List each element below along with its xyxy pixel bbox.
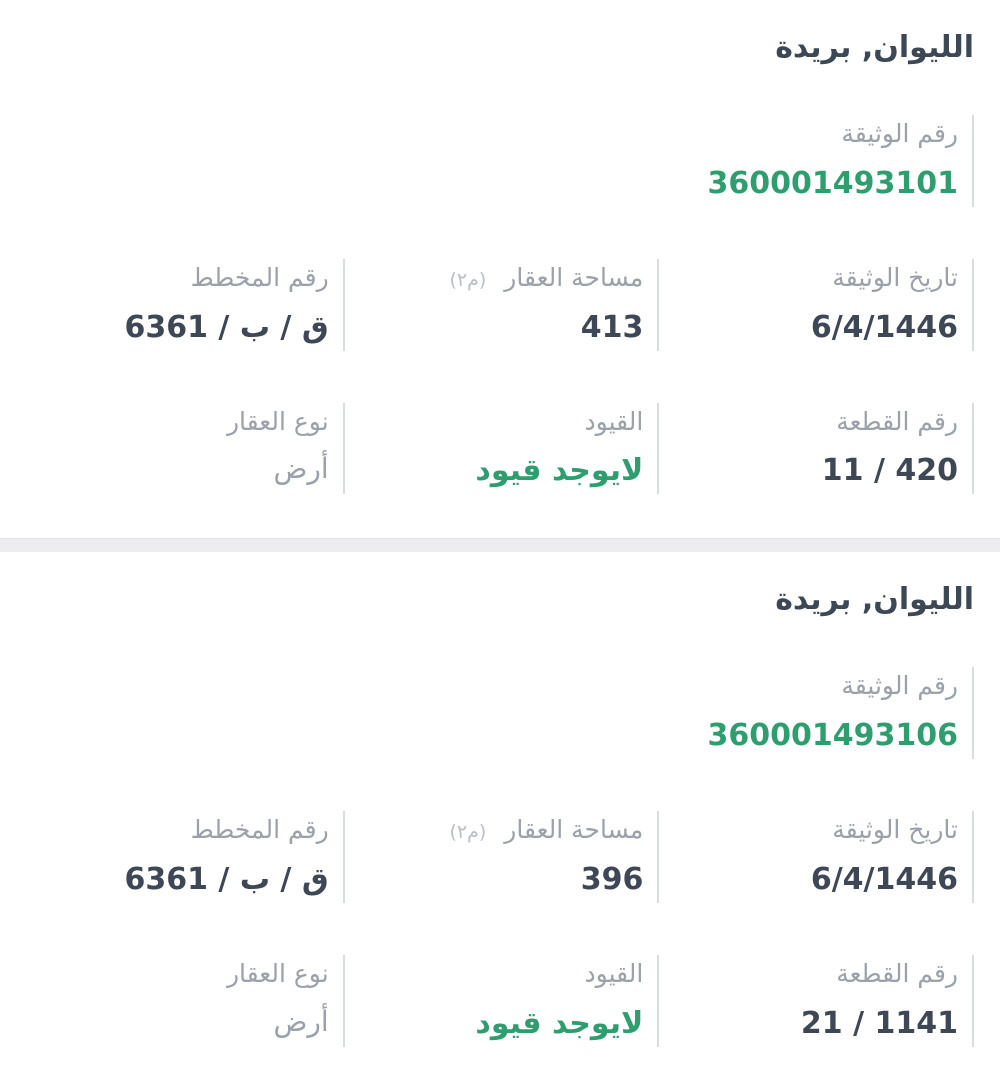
restrictions-value: لايوجد قيود bbox=[475, 453, 644, 489]
deed-details-row-2: رقم القطعة 420 / 11 القيود لايوجد قيود ن… bbox=[30, 402, 974, 495]
restrictions-label: القيود bbox=[584, 958, 644, 988]
deed-location-title: الليوان, بريدة bbox=[775, 582, 974, 618]
deed-card-1[interactable]: الليوان, بريدة رقم الوثيقة 360001493101 … bbox=[0, 0, 1000, 539]
area-label: مساحة العقار (م٢) bbox=[351, 261, 644, 295]
plan-number-value: ق / ب / 6361 bbox=[124, 861, 329, 897]
doc-number-row: رقم الوثيقة 360001493106 bbox=[30, 667, 974, 759]
area-unit: (م٢) bbox=[449, 821, 487, 843]
doc-number-value: 360001493101 bbox=[707, 165, 959, 201]
doc-number-label: رقم الوثيقة bbox=[841, 671, 958, 701]
field-restrictions: القيود لايوجد قيود bbox=[345, 402, 660, 495]
field-property-type: نوع العقار أرض bbox=[30, 954, 345, 1047]
property-type-label: نوع العقار bbox=[226, 958, 329, 988]
field-plan-number: رقم المخطط ق / ب / 6361 bbox=[30, 811, 345, 903]
doc-number-row: رقم الوثيقة 360001493101 bbox=[30, 115, 974, 207]
deed-details-row-2: رقم القطعة 1141 / 21 القيود لايوجد قيود … bbox=[30, 954, 974, 1047]
property-type-value: أرض bbox=[273, 452, 329, 486]
deed-details-row-1: تاريخ الوثيقة 6/4/1446 مساحة العقار (م٢)… bbox=[30, 258, 974, 351]
plan-number-label: رقم المخطط bbox=[190, 262, 329, 292]
field-doc-number: رقم الوثيقة 360001493106 bbox=[660, 667, 974, 759]
doc-date-value: 6/4/1446 bbox=[810, 309, 958, 345]
field-property-type: نوع العقار أرض bbox=[30, 402, 345, 495]
field-doc-date: تاريخ الوثيقة 6/4/1446 bbox=[659, 811, 974, 903]
restrictions-label: القيود bbox=[584, 406, 644, 436]
deed-location-title: الليوان, بريدة bbox=[775, 30, 974, 65]
area-value: 396 bbox=[580, 861, 644, 897]
field-doc-number: رقم الوثيقة 360001493101 bbox=[660, 115, 974, 207]
area-value: 413 bbox=[580, 309, 644, 345]
plan-number-value: ق / ب / 6361 bbox=[124, 309, 329, 345]
restrictions-value: لايوجد قيود bbox=[475, 1005, 644, 1041]
field-area: مساحة العقار (م٢) 396 bbox=[345, 811, 660, 903]
doc-date-label: تاريخ الوثيقة bbox=[832, 262, 958, 292]
area-label-text: مساحة العقار bbox=[504, 262, 644, 292]
field-piece-number: رقم القطعة 1141 / 21 bbox=[659, 954, 974, 1047]
doc-date-value: 6/4/1446 bbox=[810, 861, 958, 897]
area-label: مساحة العقار (م٢) bbox=[351, 813, 644, 847]
card-separator bbox=[0, 538, 1000, 553]
deed-card-2[interactable]: الليوان, بريدة رقم الوثيقة 360001493106 … bbox=[0, 552, 1000, 1091]
doc-number-label: رقم الوثيقة bbox=[841, 119, 958, 148]
piece-number-value: 1141 / 21 bbox=[800, 1005, 958, 1041]
doc-date-label: تاريخ الوثيقة bbox=[832, 815, 958, 844]
piece-number-value: 420 / 11 bbox=[821, 453, 958, 489]
property-type-label: نوع العقار bbox=[226, 406, 329, 436]
piece-number-label: رقم القطعة bbox=[836, 406, 958, 436]
doc-number-value: 360001493106 bbox=[707, 718, 959, 753]
plan-number-label: رقم المخطط bbox=[190, 815, 329, 844]
field-plan-number: رقم المخطط ق / ب / 6361 bbox=[30, 258, 345, 351]
area-label-text: مساحة العقار bbox=[504, 815, 644, 844]
field-doc-date: تاريخ الوثيقة 6/4/1446 bbox=[659, 258, 974, 351]
deed-details-row-1: تاريخ الوثيقة 6/4/1446 مساحة العقار (م٢)… bbox=[30, 811, 974, 903]
field-area: مساحة العقار (م٢) 413 bbox=[345, 258, 660, 351]
field-restrictions: القيود لايوجد قيود bbox=[345, 954, 660, 1047]
area-unit: (م٢) bbox=[449, 268, 487, 291]
property-type-value: أرض bbox=[273, 1004, 329, 1038]
field-piece-number: رقم القطعة 420 / 11 bbox=[659, 402, 974, 495]
piece-number-label: رقم القطعة bbox=[836, 958, 958, 988]
